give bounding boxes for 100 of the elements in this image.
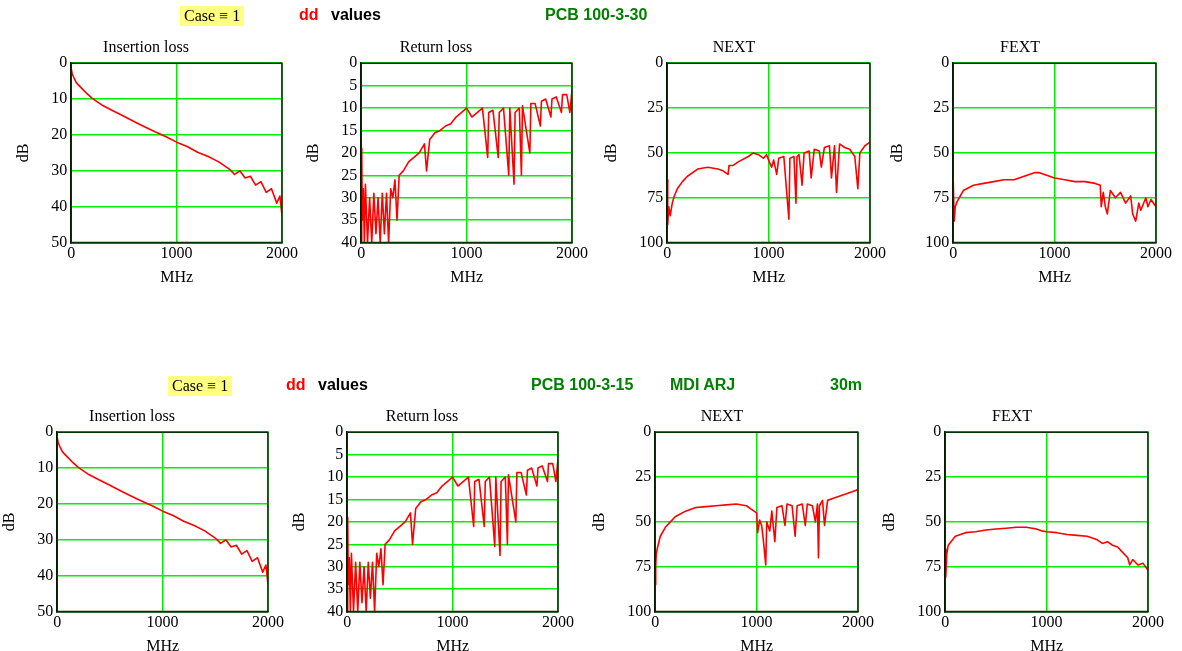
x-axis-title: MHz	[740, 636, 774, 651]
y-tick-label: 20	[51, 125, 68, 143]
x-tick-label: 2000	[854, 244, 886, 262]
y-tick-label: 40	[327, 601, 344, 619]
text: values	[331, 6, 381, 24]
x-tick-label: 2000	[842, 613, 874, 631]
y-tick-label: 75	[925, 556, 942, 574]
y-axis-title: dB	[887, 143, 905, 163]
y-tick-label: 30	[341, 187, 358, 205]
chart-title: Return loss	[385, 406, 459, 424]
x-axis-title: MHz	[1038, 267, 1072, 285]
y-tick-label: 25	[925, 467, 942, 485]
y-tick-label: 0	[941, 53, 950, 71]
x-axis-title: MHz	[450, 267, 484, 285]
x-tick-label: 1000	[450, 244, 483, 262]
y-tick-label: 25	[341, 165, 358, 183]
y-tick-label: 30	[327, 556, 344, 574]
y-tick-label: 30	[37, 530, 54, 548]
y-tick-label: 30	[51, 161, 68, 179]
x-tick-label: 1000	[160, 244, 193, 262]
chart-title: NEXT	[700, 406, 744, 424]
y-tick-label: 5	[349, 75, 358, 93]
x-tick-label: 1000	[1030, 613, 1063, 631]
chart-title: FEXT	[1000, 37, 1041, 55]
y-tick-label: 35	[341, 210, 358, 228]
chart-title: Return loss	[399, 37, 473, 55]
y-tick-label: 15	[341, 120, 358, 138]
y-tick-label: 0	[45, 422, 54, 440]
y-tick-label: 10	[51, 89, 68, 107]
x-tick-label: 1000	[146, 613, 179, 631]
chart-title: FEXT	[992, 406, 1033, 424]
y-tick-label: 10	[37, 458, 54, 476]
x-tick-label: 1000	[752, 244, 785, 262]
y-tick-label: 40	[37, 565, 54, 583]
text: MDI ARJ	[670, 376, 736, 394]
y-tick-label: 35	[327, 579, 344, 597]
y-tick-label: 25	[635, 467, 652, 485]
y-tick-label: 20	[341, 143, 358, 161]
x-tick-label: 2000	[1132, 613, 1164, 631]
chart-title: NEXT	[712, 37, 756, 55]
y-tick-label: 0	[643, 422, 652, 440]
x-axis-title: MHz	[146, 636, 180, 651]
y-tick-label: 10	[327, 467, 344, 485]
y-axis-title: dB	[0, 512, 17, 532]
y-tick-label: 100	[639, 232, 664, 250]
y-axis-title: dB	[289, 512, 307, 532]
y-tick-label: 50	[37, 601, 54, 619]
text: PCB 100-3-15	[531, 376, 634, 394]
y-tick-label: 40	[51, 196, 68, 214]
text: PCB 100-3-30	[545, 6, 648, 24]
y-tick-label: 0	[655, 53, 664, 71]
y-tick-label: 0	[335, 422, 344, 440]
y-axis-title: dB	[303, 143, 321, 163]
x-tick-label: 1000	[740, 613, 773, 631]
y-axis-title: dB	[13, 143, 31, 163]
y-tick-label: 50	[635, 512, 652, 530]
x-tick-label: 2000	[542, 613, 574, 631]
y-tick-label: 10	[341, 98, 358, 116]
x-tick-label: 1000	[436, 613, 469, 631]
y-tick-label: 25	[933, 98, 950, 116]
y-tick-label: 75	[635, 556, 652, 574]
y-axis-title: dB	[601, 143, 619, 163]
y-axis-title: dB	[879, 512, 897, 532]
y-tick-label: 50	[925, 512, 942, 530]
y-tick-label: 50	[933, 143, 950, 161]
y-tick-label: 20	[327, 512, 344, 530]
y-tick-label: 5	[335, 444, 344, 462]
y-tick-label: 15	[327, 489, 344, 507]
y-tick-label: 100	[627, 601, 652, 619]
x-axis-title: MHz	[752, 267, 786, 285]
text: dd	[299, 6, 319, 24]
y-tick-label: 0	[59, 53, 68, 71]
y-axis-title: dB	[589, 512, 607, 532]
y-tick-label: 0	[933, 422, 942, 440]
chart-title: Insertion loss	[89, 406, 175, 424]
x-tick-label: 1000	[1038, 244, 1071, 262]
y-tick-label: 20	[37, 494, 54, 512]
x-tick-label: 2000	[556, 244, 588, 262]
y-tick-label: 50	[51, 232, 68, 250]
y-tick-label: 50	[647, 143, 664, 161]
y-tick-label: 100	[925, 232, 950, 250]
chart-title: Insertion loss	[103, 37, 189, 55]
text: Case ≡ 1	[168, 376, 233, 396]
text: Case ≡ 1	[180, 6, 245, 26]
x-tick-label: 2000	[252, 613, 284, 631]
x-tick-label: 2000	[266, 244, 298, 262]
text: 30m	[830, 376, 863, 394]
y-tick-label: 75	[647, 187, 664, 205]
text: dd	[286, 376, 306, 394]
y-tick-label: 25	[327, 534, 344, 552]
y-tick-label: 100	[917, 601, 942, 619]
x-axis-title: MHz	[160, 267, 194, 285]
x-tick-label: 2000	[1140, 244, 1172, 262]
x-axis-title: MHz	[1030, 636, 1064, 651]
text: values	[318, 376, 368, 394]
x-axis-title: MHz	[436, 636, 470, 651]
y-tick-label: 25	[647, 98, 664, 116]
y-tick-label: 75	[933, 187, 950, 205]
y-tick-label: 40	[341, 232, 358, 250]
y-tick-label: 0	[349, 53, 358, 71]
